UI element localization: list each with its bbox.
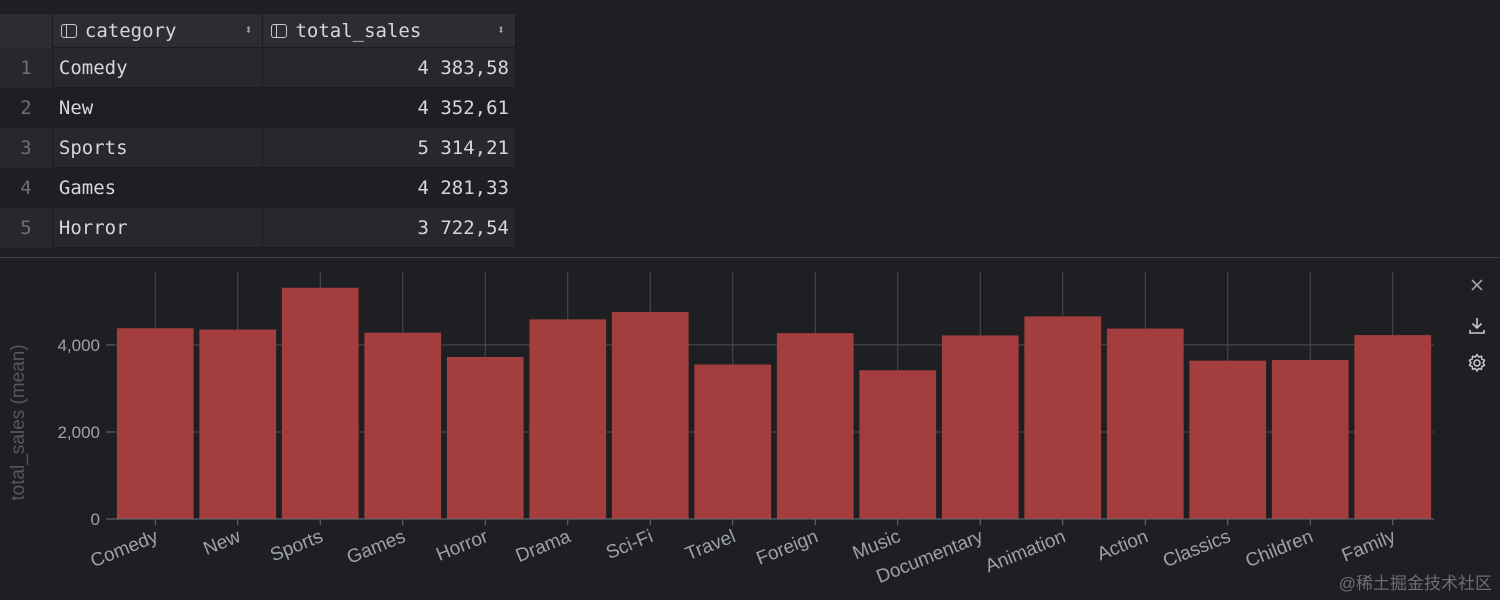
column-header-category[interactable]: category ⬍ [52,14,264,48]
panel-divider[interactable] [0,257,1500,258]
x-tick-label: Sports [267,526,326,566]
x-tick-label: Drama [513,526,574,567]
y-tick-label: 2,000 [57,423,100,442]
column-header-label: total_sales [295,19,422,42]
cell-total-sales[interactable]: 4 281,33 [263,168,516,208]
results-table: category ⬍ total_sales ⬍ 1 Comedy 4 383,… [0,0,516,248]
bar-foreign [776,333,854,519]
cell-total-sales[interactable]: 5 314,21 [263,128,516,168]
x-tick-label: Horror [433,526,491,566]
x-tick-label: Games [344,526,409,568]
close-icon[interactable] [1464,272,1490,298]
bar-music [859,370,937,519]
bar-chart: 0 2,000 4,000 Comedy New Sports Games Horror Dra… [8,272,1434,588]
download-icon[interactable] [1464,312,1490,338]
y-tick-label: 4,000 [57,336,100,355]
cell-category[interactable]: Horror [52,208,264,248]
bar-travel [694,364,772,519]
row-number-header [0,14,53,48]
table-row[interactable]: 5 Horror 3 722,54 [0,208,516,248]
row-number: 4 [0,168,53,208]
x-tick-label: Music [850,526,904,564]
bar-horror [446,357,524,519]
x-tick-label: Travel [682,526,738,565]
row-number: 3 [0,128,53,168]
x-tick-label: New [201,526,244,560]
table-row[interactable]: 1 Comedy 4 383,58 [0,48,516,88]
bar-classics [1189,360,1267,519]
x-tick-label: Classics [1160,526,1233,572]
gear-icon[interactable] [1464,350,1490,376]
y-tick-label: 0 [91,510,100,529]
x-tick-label: Family [1339,526,1399,567]
bar-drama [529,319,607,519]
cell-total-sales[interactable]: 3 722,54 [263,208,516,248]
column-header-total-sales[interactable]: total_sales ⬍ [263,14,516,48]
column-icon [60,23,77,38]
y-axis-label: total_sales (mean) [8,344,29,500]
bar-animation [1024,316,1102,519]
table-row[interactable]: 4 Games 4 281,33 [0,168,516,208]
bar-family [1354,335,1432,519]
bar-action [1106,328,1184,519]
row-number: 2 [0,88,53,128]
column-icon [271,23,288,38]
cell-total-sales[interactable]: 4 352,61 [263,88,516,128]
watermark: @稀土掘金技术社区 [1338,574,1492,593]
sort-icon[interactable]: ⬍ [497,23,505,38]
bar-children [1271,359,1349,519]
bar-sci-fi [611,311,689,519]
cell-total-sales[interactable]: 4 383,58 [263,48,516,88]
x-tick-label: Comedy [88,526,162,572]
column-header-label: category [84,19,177,42]
bar-documentary [941,335,1019,519]
x-tick-label: Children [1243,526,1316,572]
cell-category[interactable]: New [52,88,264,128]
table-header: category ⬍ total_sales ⬍ [0,14,516,48]
row-number: 1 [0,48,53,88]
sort-icon[interactable]: ⬍ [244,23,253,38]
cell-category[interactable]: Comedy [52,48,264,88]
bar-sports [281,287,359,519]
cell-category[interactable]: Games [52,168,264,208]
row-number: 5 [0,208,53,248]
bar-games [364,332,442,519]
cell-category[interactable]: Sports [52,128,264,168]
x-tick-label: Action [1094,526,1151,565]
bar-comedy [116,328,194,519]
table-row[interactable]: 2 New 4 352,61 [0,88,516,128]
x-tick-label: Foreign [754,526,822,570]
x-tick-label: Animation [982,526,1068,577]
bar-new [199,329,277,519]
x-tick-label: Sci-Fi [603,526,656,564]
table-row[interactable]: 3 Sports 5 314,21 [0,128,516,168]
